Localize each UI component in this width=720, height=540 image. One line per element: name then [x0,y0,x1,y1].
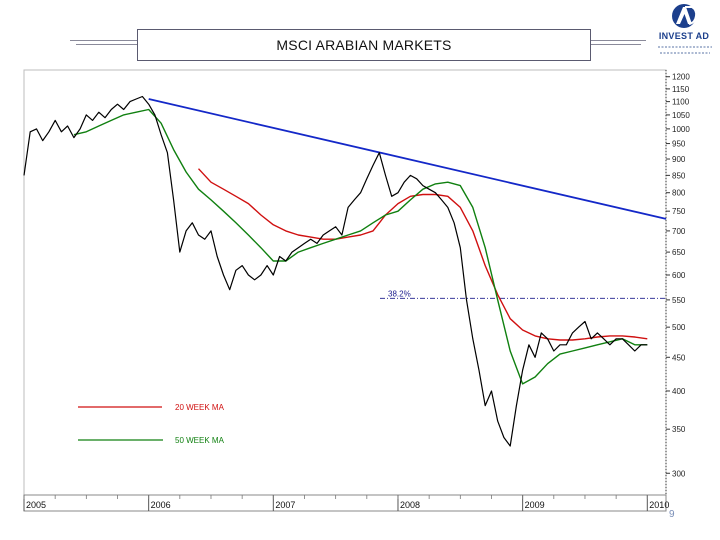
x-tick-label: 2005 [26,500,46,510]
x-tick-label: 2008 [400,500,420,510]
y-tick-label: 1100 [672,98,690,107]
y-tick-label: 800 [672,189,686,198]
y-tick-label: 300 [672,469,686,478]
header-rule-left-bottom [76,44,137,45]
x-axis-band [23,494,667,512]
header-rule-left-top [70,40,137,41]
y-tick-label: 1200 [672,73,690,82]
y-tick-label: 900 [672,155,686,164]
slide-title-text: MSCI ARABIAN MARKETS [276,37,452,53]
y-tick-label: 1050 [672,111,690,120]
y-tick-label: 950 [672,140,686,149]
y-tick-label: 850 [672,171,686,180]
y-tick-label: 1150 [672,85,690,94]
y-tick-label: 1000 [672,125,690,134]
slide-title: MSCI ARABIAN MARKETS [137,29,591,61]
y-tick-label: 400 [672,387,686,396]
x-tick-label: 2007 [275,500,295,510]
y-tick-label: 450 [672,353,686,362]
x-tick-label: 2009 [525,500,545,510]
y-tick-label: 750 [672,207,686,216]
y-tick-label: 650 [672,248,686,257]
y-tick-label: 700 [672,227,686,236]
logo-name: INVEST AD [658,31,710,41]
investad-logo-icon [672,4,698,28]
page-number: 9 [669,509,675,520]
fib-38-2-label: 38.2% [388,289,411,298]
trend-series-line [148,98,667,220]
header-rule-right-bottom [589,44,641,45]
y-tick-label: 600 [672,271,686,280]
header-rule-right-top [589,40,646,41]
y-tick-label: 500 [672,323,686,332]
ma20-series-line [197,168,648,341]
price-series-line [23,95,648,447]
logo-tagline-icon [658,46,712,54]
legend-ma20-label: 20 WEEK MA [175,403,225,412]
y-tick-label: 550 [672,296,686,305]
x-tick-label: 2006 [151,500,171,510]
x-tick-label: 2010 [649,500,669,510]
y-tick-label: 350 [672,425,686,434]
legend-ma50-label: 50 WEEK MA [175,436,225,445]
plot-frame [23,69,667,496]
ma50-series-line [73,108,648,385]
